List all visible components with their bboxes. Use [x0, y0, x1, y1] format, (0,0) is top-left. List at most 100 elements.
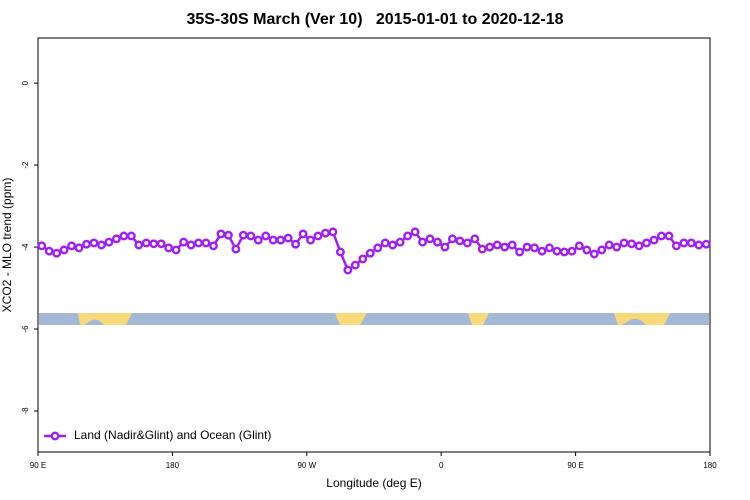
data-point: [298, 229, 308, 239]
land: [468, 313, 489, 325]
data-point: [246, 231, 256, 241]
data-point: [201, 238, 211, 248]
data-point: [612, 242, 622, 252]
data-point: [321, 228, 330, 238]
y-tick-label: 0: [21, 80, 30, 85]
data-point: [515, 247, 525, 257]
data-point: [701, 239, 711, 249]
data-point: [171, 245, 181, 255]
data-point: [627, 239, 637, 249]
data-point: [238, 230, 248, 240]
x-tick-label: 180: [703, 461, 717, 470]
data-point: [82, 239, 91, 249]
chart-title: 35S-30S March (Ver 10) 2015-01-01 to 202…: [186, 11, 563, 28]
y-tick-label: -2: [21, 161, 30, 169]
legend: Land (Nadir&Glint) and Ocean (Glint): [44, 428, 271, 442]
data-point: [686, 238, 696, 248]
x-tick-label: 0: [439, 461, 444, 470]
land-ocean-band: [39, 313, 709, 325]
data-point: [335, 247, 345, 257]
data-point: [418, 237, 427, 247]
data-point: [343, 265, 353, 275]
data-point: [447, 234, 457, 244]
data-point: [664, 231, 674, 241]
data-point: [141, 238, 151, 248]
x-tick-label: 90 E: [30, 461, 46, 470]
data-point: [283, 233, 293, 243]
data-point: [649, 235, 659, 245]
data-point: [134, 240, 144, 250]
data-point: [111, 234, 121, 244]
data-point: [52, 248, 62, 258]
land: [78, 313, 132, 325]
data-point: [604, 240, 614, 250]
data-point: [291, 239, 301, 249]
data-point: [231, 244, 241, 254]
land: [335, 313, 367, 325]
data-point: [253, 235, 263, 245]
data-point: [268, 235, 278, 245]
ocean: [39, 313, 709, 325]
data-point: [642, 238, 651, 248]
data-point: [455, 236, 465, 246]
data-point: [440, 242, 450, 252]
data-point: [194, 238, 203, 248]
data-point: [223, 230, 233, 240]
data-point: [44, 246, 54, 256]
data-point: [582, 245, 592, 255]
data-point: [37, 241, 47, 251]
data-point: [522, 242, 532, 252]
data-point: [574, 241, 584, 251]
data-point: [328, 227, 338, 237]
land: [614, 313, 670, 325]
data-point: [545, 243, 554, 253]
x-tick-label: 90 E: [567, 461, 583, 470]
data-point: [552, 246, 562, 256]
data-point: [567, 246, 577, 256]
data-point: [164, 243, 174, 253]
data-point: [462, 238, 472, 248]
data-point: [403, 231, 413, 241]
data-point: [67, 241, 77, 251]
y-axis-label: XCO2 - MLO trend (ppm): [0, 178, 14, 313]
y-tick-label: -4: [21, 243, 30, 251]
data-point: [209, 241, 218, 251]
data-point: [507, 240, 517, 250]
data-point: [597, 245, 607, 255]
data-point: [485, 242, 495, 252]
data-point: [358, 254, 368, 264]
data-point: [530, 243, 539, 253]
data-point: [119, 231, 129, 241]
x-tick-label: 90 W: [297, 461, 316, 470]
data-point: [589, 249, 599, 259]
data-point: [313, 231, 323, 241]
y-tick-label: -6: [21, 325, 30, 333]
data-point: [149, 239, 159, 249]
data-point: [470, 234, 480, 244]
data-point: [89, 238, 99, 248]
legend-marker: [50, 431, 60, 441]
data-point: [671, 241, 681, 251]
data-point: [537, 246, 547, 256]
data-point: [500, 242, 510, 252]
data-point: [97, 240, 106, 250]
data-point: [388, 240, 398, 250]
x-axis-label: Longitude (deg E): [326, 476, 421, 490]
data-point: [186, 240, 196, 250]
data-point: [59, 245, 69, 255]
data-point: [365, 248, 375, 258]
data-point: [410, 227, 420, 237]
data-point: [619, 238, 629, 248]
data-point: [373, 243, 383, 253]
data-point: [694, 240, 704, 250]
x-tick-label: 180: [166, 461, 180, 470]
data-point: [425, 234, 435, 244]
data-point: [104, 237, 114, 247]
data-point: [679, 238, 689, 248]
data-point: [306, 235, 315, 245]
data-point: [657, 231, 666, 241]
data-point: [634, 241, 644, 251]
data-point: [559, 247, 569, 257]
data-point: [156, 239, 166, 249]
